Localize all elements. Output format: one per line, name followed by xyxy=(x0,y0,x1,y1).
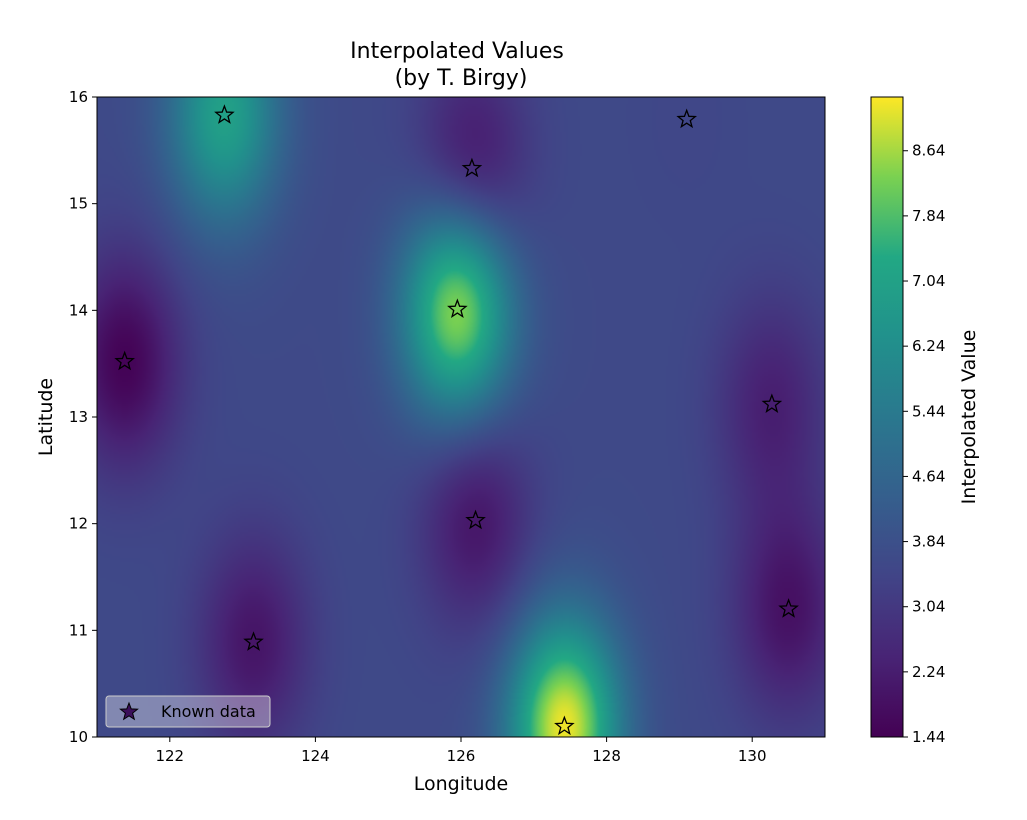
data-point-star xyxy=(114,350,135,371)
legend-box xyxy=(105,695,271,728)
data-point-star xyxy=(554,715,575,736)
x-tick-label: 122 xyxy=(155,747,184,765)
y-tick-label: 14 xyxy=(69,301,88,319)
x-tick-label: 128 xyxy=(592,747,621,765)
colorbar-label: Interpolated Value xyxy=(958,330,980,505)
heatmap-canvas xyxy=(97,97,825,737)
colorbar-tick-label: 4.64 xyxy=(912,467,945,485)
data-point-star xyxy=(761,393,783,413)
legend: Known data xyxy=(105,695,271,728)
colorbar-tick-label: 1.44 xyxy=(912,728,945,746)
x-axis-label: Longitude xyxy=(414,773,509,795)
legend-star-icon xyxy=(119,701,139,721)
data-point-star xyxy=(676,108,697,129)
colorbar-tick-label: 2.24 xyxy=(912,663,945,681)
x-axis-ticks: 122 124 126 128 130 xyxy=(155,737,767,765)
y-axis-label: Latitude xyxy=(35,378,57,456)
y-axis-ticks: 10 11 12 13 14 15 16 xyxy=(69,88,97,746)
y-tick-label: 11 xyxy=(69,621,88,639)
data-point-star xyxy=(778,598,799,618)
colorbar-tick-label: 5.44 xyxy=(912,402,945,420)
colorbar-ticks: 1.44 2.24 3.04 3.84 4.64 5.44 6.24 7.04 7.84 8.64 xyxy=(903,142,945,746)
data-point-star xyxy=(447,298,468,319)
data-point-star xyxy=(465,509,486,530)
chart-title-line2: (by T. Birgy) xyxy=(395,66,528,91)
data-point-star xyxy=(461,157,483,178)
y-tick-label: 12 xyxy=(69,515,88,533)
data-point-star xyxy=(214,104,235,124)
heatmap-area xyxy=(97,97,825,737)
colorbar-tick-label: 3.04 xyxy=(912,598,945,616)
x-tick-label: 130 xyxy=(738,747,767,765)
colorbar-tick-label: 3.84 xyxy=(912,533,945,551)
y-tick-label: 10 xyxy=(69,728,88,746)
data-point-star xyxy=(243,631,264,651)
y-tick-label: 16 xyxy=(69,88,88,106)
colorbar-tick-label: 8.64 xyxy=(912,142,945,160)
colorbar-tick-label: 7.04 xyxy=(912,272,945,290)
y-tick-label: 15 xyxy=(69,195,88,213)
colorbar-tick-label: 6.24 xyxy=(912,337,945,355)
legend-label: Known data xyxy=(161,702,256,721)
y-tick-label: 13 xyxy=(69,408,88,426)
colorbar-tick-label: 7.84 xyxy=(912,207,945,225)
x-tick-label: 124 xyxy=(301,747,330,765)
x-tick-label: 126 xyxy=(447,747,476,765)
colorbar xyxy=(870,96,904,738)
chart-title-line1: Interpolated Values xyxy=(350,39,564,64)
known-data-points xyxy=(114,104,799,736)
